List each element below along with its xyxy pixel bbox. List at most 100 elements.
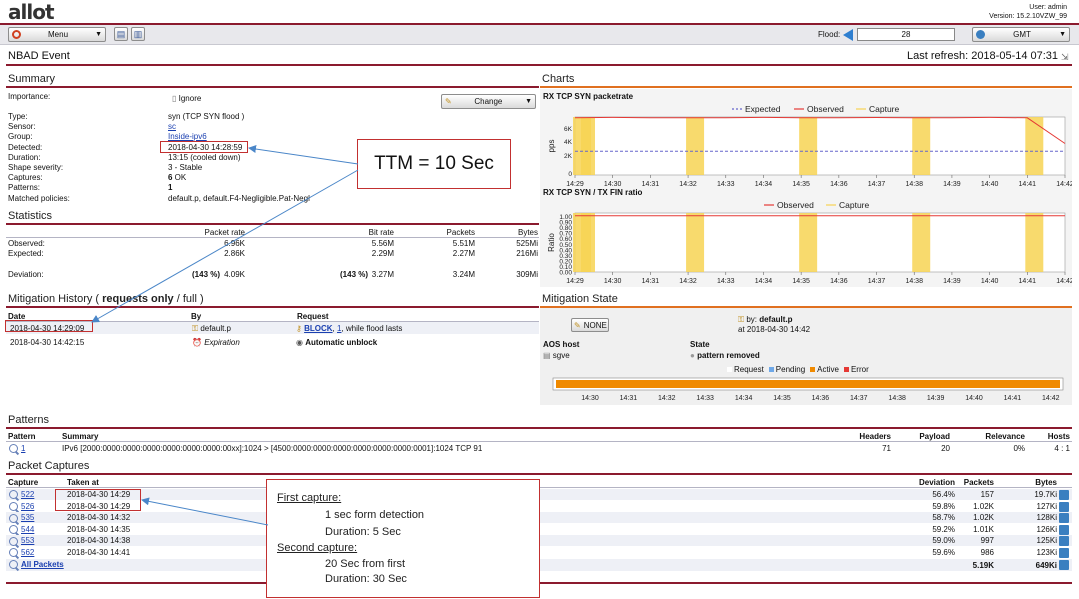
charts-divider: [540, 86, 1072, 88]
x-tick-label: 14:30: [604, 181, 622, 188]
change-button[interactable]: ✎ Change ▼: [441, 94, 536, 109]
y-tick-label: 6K: [564, 126, 573, 133]
cap-total-packets: 5.19K: [972, 561, 994, 570]
x-tick-label: 14:31: [642, 278, 660, 285]
ratio-chart: Observed Capture 14:29 14:30 14:31 14:32 14:33…: [547, 200, 1072, 285]
first-capture-line1: 1 sec form detection: [325, 509, 425, 521]
stat-bytes: 525Mi: [516, 239, 538, 248]
capture-id[interactable]: 553: [21, 536, 35, 546]
capture-link[interactable]: 526: [9, 502, 34, 511]
summary-field-label: Captures:: [8, 173, 43, 182]
save-icon[interactable]: [1059, 513, 1069, 524]
mitigation-state-title: Mitigation State: [542, 293, 618, 305]
ms-by: ⚿ by: default.p: [738, 315, 793, 324]
block-link[interactable]: BLOCK: [304, 324, 333, 333]
chart-ratio-title: RX TCP SYN / TX FIN ratio: [543, 188, 643, 197]
requests-only-toggle[interactable]: requests only: [102, 293, 174, 305]
flood-input[interactable]: 28: [857, 28, 955, 41]
first-capture-line2: Duration: 5 Sec: [325, 526, 401, 538]
capture-link[interactable]: 535: [9, 513, 35, 523]
globe-icon: [976, 30, 985, 39]
save-icon[interactable]: [1059, 490, 1069, 500]
summary-field-value: 2018-04-30 14:28:59: [168, 143, 242, 152]
save-icon[interactable]: [1059, 560, 1069, 570]
last-refresh: Last refresh: 2018-05-14 07:31: [907, 50, 1059, 62]
capture-link[interactable]: 562: [9, 548, 35, 558]
charts-title: Charts: [542, 73, 575, 85]
x-tick-label: 14:42: [1056, 181, 1072, 188]
save-icon[interactable]: [1059, 536, 1069, 547]
flood-prev-arrow-icon[interactable]: [843, 29, 853, 41]
summary-field-label: Matched policies:: [8, 194, 70, 203]
mh-row-by: ⏰ Expiration: [192, 338, 240, 347]
capture-band: [912, 117, 931, 175]
ms-legend: Request Pending Active Error: [727, 365, 869, 374]
ms-legend-item: Error: [843, 365, 869, 374]
y-tick-label: 0.50: [559, 242, 572, 249]
ms-aos-header: AOS host: [543, 340, 580, 349]
mh-row-request: ◉ Automatic unblock: [296, 338, 378, 347]
x-tick-label: 14:39: [943, 278, 961, 285]
mitigation-state-divider: [540, 306, 1072, 308]
second-capture-heading: Second capture:: [277, 542, 358, 554]
pat-row-id[interactable]: 1: [9, 444, 25, 454]
magnifier-icon: [9, 444, 18, 454]
captures-title: Packet Captures: [8, 460, 90, 472]
y-axis-label: Ratio: [547, 233, 556, 252]
pat-header-line: [6, 441, 1072, 442]
summary-field-value-text[interactable]: sc: [168, 122, 176, 131]
summary-field-label: Type:: [8, 112, 28, 121]
x-tick-label: 14:42: [1056, 278, 1072, 285]
legend-label: Capture: [869, 104, 900, 114]
summary-field-value-bold: 1: [168, 183, 173, 192]
legend-label: Expected: [745, 104, 781, 114]
chart-view-icon[interactable]: ▥: [131, 27, 145, 41]
summary-field-label: Group:: [8, 132, 33, 141]
ms-legend-item: Active: [810, 365, 839, 374]
capture-taken-at: 2018-04-30 14:41: [67, 548, 131, 557]
timezone-select[interactable]: GMT ▼: [972, 27, 1070, 42]
summary-field-value[interactable]: Inside-ipv6: [168, 132, 207, 141]
save-icon[interactable]: [1059, 501, 1069, 512]
list-view-icon[interactable]: ▤: [114, 27, 128, 41]
capture-bytes: 19.7Ki: [1034, 490, 1057, 499]
save-icon[interactable]: [1059, 524, 1069, 535]
capture-id[interactable]: 526: [21, 501, 35, 511]
second-capture-line1: 20 Sec from first: [325, 558, 406, 570]
patterns-title: Patterns: [8, 414, 49, 426]
pat-row-summary: IPv6 [2000:0000:0000:0000:0000:0000:0000…: [62, 444, 483, 453]
capture-bytes: 126Ki: [1036, 524, 1057, 534]
none-button[interactable]: ✎ NONE: [571, 318, 609, 332]
capture-id[interactable]: 522: [21, 490, 35, 499]
capture-bytes: 123Ki: [1036, 548, 1057, 557]
x-tick-label: 14:29: [566, 181, 584, 188]
capture-link[interactable]: 522: [9, 490, 35, 500]
menu-button[interactable]: Menu ▼: [8, 27, 106, 42]
save-icon[interactable]: [1059, 548, 1069, 558]
stat-header-bitrate: Bit rate: [368, 228, 394, 237]
capture-band: [1025, 213, 1044, 272]
capture-id[interactable]: 535: [21, 513, 35, 523]
capture-link[interactable]: 553: [9, 536, 35, 546]
importance-value: ▯ Ignore: [172, 94, 202, 103]
capture-id[interactable]: 562: [21, 548, 35, 557]
summary-field-value[interactable]: sc: [168, 122, 176, 131]
ms-legend-swatch: [727, 367, 732, 372]
capture-link[interactable]: 544: [9, 524, 35, 535]
plot-area: [574, 212, 1066, 273]
chevron-down-icon: ▼: [525, 98, 532, 105]
pin-icon[interactable]: ⇲: [1061, 52, 1069, 62]
pat-header-payload: Payload: [919, 432, 950, 441]
summary-field-value-text[interactable]: Inside-ipv6: [168, 132, 207, 141]
capture-id[interactable]: 544: [21, 524, 35, 534]
mh-row-request: ⚷ BLOCK, 1, while flood lasts: [296, 324, 403, 333]
stat-row-label: Deviation:: [8, 270, 44, 279]
x-tick-label: 14:39: [943, 181, 961, 188]
x-tick-label: 14:33: [717, 181, 735, 188]
summary-field-value: default.p, default.F4-Negligible.Pat-Neg…: [168, 194, 310, 203]
full-toggle[interactable]: full: [182, 293, 197, 305]
timeline-tick-label: 14:33: [696, 395, 714, 402]
block-count-link[interactable]: 1: [337, 324, 342, 333]
all-packets-link[interactable]: All Packets: [9, 560, 64, 570]
x-tick-label: 14:33: [717, 278, 735, 285]
